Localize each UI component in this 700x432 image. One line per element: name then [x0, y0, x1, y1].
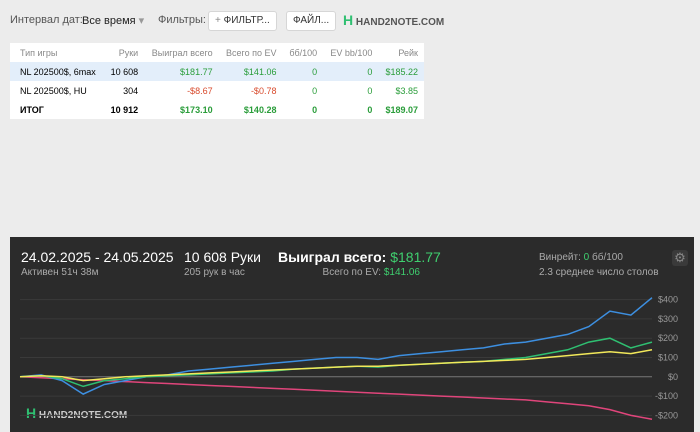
table-cell: 0	[367, 85, 373, 96]
table-cell: NL 202500$, HU	[20, 85, 87, 96]
table-cell: ИТОГ	[20, 104, 44, 115]
column-header: Тип игры	[20, 47, 58, 58]
interval-dropdown[interactable]: Все время ▾	[82, 15, 145, 27]
graph-panel: 24.02.2025 - 24.05.2025 Активен 51ч 38м …	[10, 237, 694, 432]
table-cell: $173.10	[180, 104, 213, 115]
table-cell: 0	[323, 62, 379, 81]
hands-per-hour: 205 рук в час	[184, 267, 245, 278]
column-header: Рейк	[398, 47, 418, 58]
winrate: Винрейт: 0 бб/100	[539, 252, 623, 263]
logo: H HAND2NOTE.COM	[343, 12, 445, 28]
table-cell: $140.28	[243, 104, 277, 115]
filter-button-text[interactable]: ФИЛЬТР...	[223, 15, 270, 26]
filter-button[interactable]: + ФИЛЬТР...	[208, 11, 277, 31]
ev-label: Всего по EV:	[322, 267, 382, 278]
logo-text: HAND2NOTE.COM	[355, 17, 445, 28]
column-header: Выиграл всего	[151, 47, 213, 58]
table-cell: $185.22	[378, 62, 424, 81]
won: Выиграл всего: $181.77	[278, 249, 441, 265]
table-cell: 0	[312, 85, 318, 96]
table-cell: $3.85	[395, 85, 418, 96]
dates: 24.02.2025 - 24.05.2025	[21, 249, 174, 265]
table-cell: 10 608	[103, 62, 145, 81]
table-row: NL 202500$, 6max 10 608 $181.77 $141.06 0 0 $1…	[10, 62, 424, 81]
stats-table: Тип игры Руки Выиграл всего Всего по EV бб/1…	[10, 43, 424, 119]
table-cell: 0	[367, 104, 373, 115]
hands: 10 608 Руки	[184, 249, 261, 265]
column-header: EV bb/100	[330, 47, 373, 58]
table-row: ИТОГ 10 912 $173.10 $140.28 0 0 $189.07	[10, 100, 424, 119]
interval-label: Интервал дат:	[10, 14, 83, 26]
filters-label: Фильтры:	[158, 14, 206, 26]
table-cell: $141.06	[218, 62, 283, 81]
column-header: бб/100	[289, 47, 318, 58]
table-cell: -$0.78	[250, 85, 277, 96]
avg-tables: 2.3 среднее число столов	[539, 267, 659, 278]
table-cell: 0	[312, 104, 318, 115]
ev-value: $141.06	[383, 267, 420, 278]
winrate-unit: бб/100	[591, 252, 623, 263]
table-cell: $181.77	[144, 62, 219, 81]
header-row: Тип игры Руки Выиграл всего Всего по EV бб/1…	[10, 43, 424, 62]
active-time: Активен 51ч 38м	[21, 267, 99, 278]
table-cell: $189.07	[385, 104, 418, 115]
interval-value[interactable]: Все время	[82, 15, 136, 27]
won-value: $181.77	[390, 249, 441, 265]
table-cell: 304	[123, 85, 139, 96]
won-label: Выиграл всего:	[278, 249, 387, 265]
file-button[interactable]: ФАЙЛ...	[286, 11, 337, 31]
ev: Всего по EV: $141.06	[323, 267, 420, 278]
panel-logo: H HAND2NOTE.COM	[26, 405, 128, 421]
winrate-value: 0	[583, 252, 590, 263]
table-cell: NL 202500$, 6max	[10, 62, 104, 81]
winrate-label: Винрейт:	[539, 252, 581, 263]
table-cell: 0	[282, 62, 324, 81]
panel-logo-text: HAND2NOTE.COM	[38, 410, 128, 421]
table-cell: 10 912	[110, 104, 139, 115]
table-cell: -$8.67	[187, 85, 213, 96]
column-header: Руки	[118, 47, 139, 58]
column-header: Всего по EV	[225, 47, 277, 58]
settings-button[interactable]: ⚙	[672, 250, 688, 266]
table-row: NL 202500$, HU 304 -$8.67 -$0.78 0 0 $3.85	[10, 81, 424, 100]
